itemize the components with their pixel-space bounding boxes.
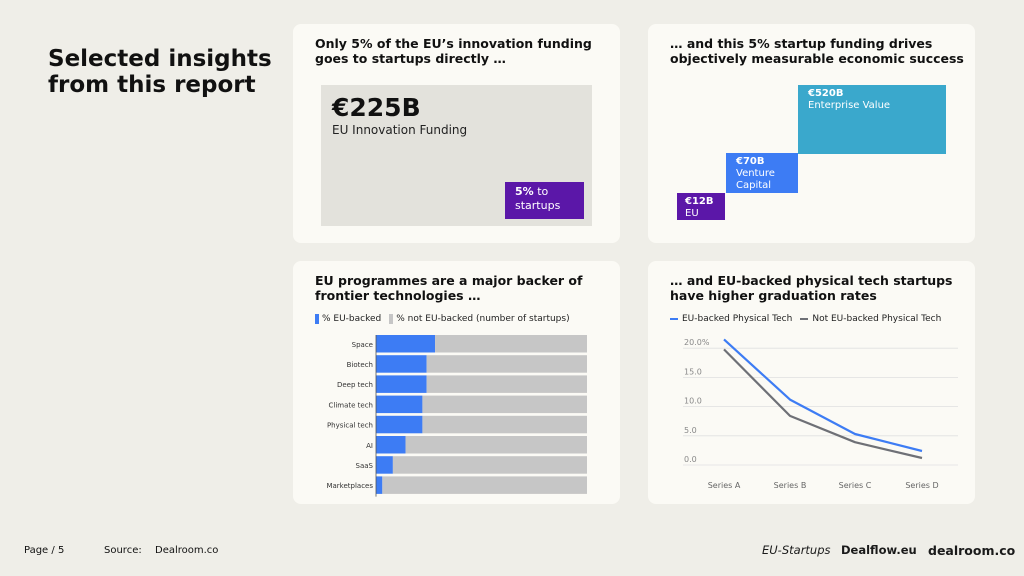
bar-category-label: Space xyxy=(352,341,373,349)
line-ytick-label: 15.0 xyxy=(684,367,702,376)
startup-label: startups xyxy=(515,199,561,212)
line-chart: 0.0 5.0 10.0 15.0 20.0% Series A Series B Serie… xyxy=(683,338,958,490)
step-eu-value: €12B xyxy=(685,196,714,207)
funding-card-title: Only 5% of the EU’s innovation funding g… xyxy=(315,36,592,66)
startup-pct: 5% xyxy=(515,185,534,198)
bar-eu-backed xyxy=(376,436,406,454)
bar-eu-backed xyxy=(376,415,423,434)
line-legend: EU-backed Physical Tech Not EU-backed Ph… xyxy=(670,314,941,324)
dealflow-logo: Dealflow.eu xyxy=(841,543,917,557)
legend-label-not-eu-physical: Not EU-backed Physical Tech xyxy=(812,314,942,324)
funding-label: EU Innovation Funding xyxy=(332,123,468,137)
bar-eu-backed xyxy=(376,375,427,393)
bar-not-eu-backed xyxy=(392,456,587,474)
source-label: Source: xyxy=(104,545,142,556)
bar-not-eu-backed xyxy=(422,415,587,434)
line-ytick-label: 5.0 xyxy=(684,426,697,435)
bar-eu-backed xyxy=(376,355,427,373)
bar-category-label: SaaS xyxy=(356,462,374,470)
step-ev-label: Enterprise Value xyxy=(808,100,891,111)
bar-not-eu-backed xyxy=(422,395,587,414)
source-value: Dealroom.co xyxy=(155,545,219,556)
funding-value: €225B xyxy=(332,93,421,122)
bar-not-eu-backed xyxy=(426,355,587,373)
step-venture-capital: €70B Venture Capital xyxy=(726,153,798,193)
bar-category-label: Biotech xyxy=(347,361,373,369)
legend-label-not-eu: % not EU-backed (number of startups) xyxy=(396,314,570,324)
line-xtick-label: Series C xyxy=(839,481,872,490)
line-ytick-label: 20.0% xyxy=(684,338,710,347)
page-title: Selected insights from this report xyxy=(48,46,272,98)
bar-eu-backed xyxy=(376,476,383,494)
bar-not-eu-backed xyxy=(426,375,587,393)
graduation-card: … and EU-backed physical tech startups h… xyxy=(648,261,975,504)
line-eu-backed xyxy=(723,338,923,453)
line-xtick-label: Series A xyxy=(708,481,741,490)
bar-legend: % EU-backed % not EU-backed (number of s… xyxy=(315,314,570,324)
legend-line-eu xyxy=(670,318,678,320)
legend-swatch-eu xyxy=(315,314,319,324)
eu-startups-logo: EU-Startups xyxy=(762,543,831,557)
line-xtick-label: Series D xyxy=(905,481,938,490)
step-eu: €12B EU xyxy=(677,193,725,220)
step-eu-label: EU xyxy=(685,208,699,219)
frontier-tech-title: EU programmes are a major backer of fron… xyxy=(315,273,583,303)
dealroom-logo: dealroom.co xyxy=(928,543,1016,558)
startup-to: to xyxy=(537,185,549,198)
bar-not-eu-backed xyxy=(405,436,587,454)
innovation-funding-box: €225B EU Innovation Funding xyxy=(321,85,592,226)
line-not-eu-backed xyxy=(723,348,923,460)
line-ytick-label: 0.0 xyxy=(684,455,697,464)
bar-category-label: AI xyxy=(366,442,373,450)
bar-category-label: Climate tech xyxy=(329,401,374,409)
step-enterprise-value: €520B Enterprise Value xyxy=(798,85,946,154)
legend-label-eu: % EU-backed xyxy=(322,314,382,324)
bar-eu-backed xyxy=(376,335,436,353)
frontier-tech-card: EU programmes are a major backer of fron… xyxy=(293,261,620,504)
page-label: Page xyxy=(24,545,49,556)
line-ytick-label: 10.0 xyxy=(684,397,702,406)
line-xtick-label: Series B xyxy=(774,481,807,490)
step-ev-value: €520B xyxy=(808,88,844,99)
page-number: / 5 xyxy=(51,545,65,556)
bar-category-label: Deep tech xyxy=(337,381,373,389)
legend-line-not-eu xyxy=(800,318,809,320)
legend-label-eu-physical: EU-backed Physical Tech xyxy=(682,314,793,324)
graduation-title: … and EU-backed physical tech startups h… xyxy=(670,273,953,303)
bar-category-label: Marketplaces xyxy=(326,482,373,490)
bar-not-eu-backed xyxy=(435,335,587,353)
bar-eu-backed xyxy=(376,395,423,414)
page-indicator: Page / 5 xyxy=(24,545,64,556)
bar-category-label: Physical tech xyxy=(327,422,373,430)
funding-card: Only 5% of the EU’s innovation funding g… xyxy=(293,24,620,243)
success-card: … and this 5% startup funding drives obj… xyxy=(648,24,975,243)
step-vc-label: Venture Capital xyxy=(736,168,775,191)
startup-share-box: 5% to startups xyxy=(505,182,584,219)
legend-swatch-not-eu xyxy=(389,314,394,324)
step-vc-value: €70B xyxy=(736,156,765,167)
stacked-bar-chart: Space Biotech Deep tech Climate tech Physica… xyxy=(326,335,587,497)
success-card-title: … and this 5% startup funding drives obj… xyxy=(670,36,964,66)
bar-eu-backed xyxy=(376,456,393,474)
bar-not-eu-backed xyxy=(382,476,587,494)
